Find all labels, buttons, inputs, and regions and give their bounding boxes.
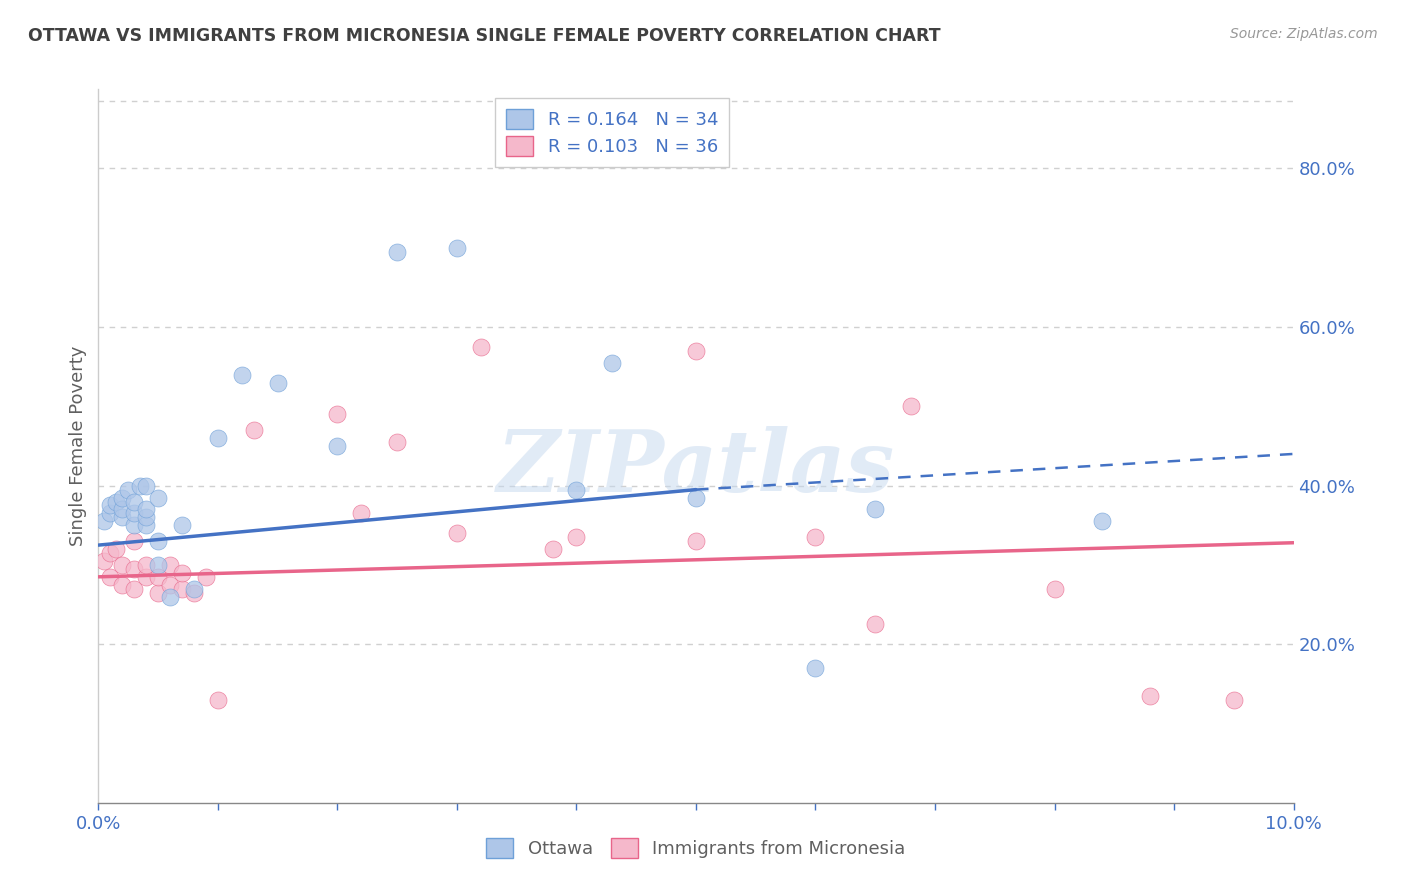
Point: [385, 435, 409, 450]
Point: [124, 507, 146, 521]
Point: [148, 570, 170, 584]
Point: [111, 502, 134, 516]
Point: [207, 431, 229, 445]
Point: [1043, 582, 1066, 596]
Point: [183, 582, 205, 596]
Point: [135, 502, 157, 516]
Point: [267, 376, 290, 390]
Text: ZIPatlas: ZIPatlas: [496, 425, 896, 509]
Point: [207, 692, 229, 706]
Point: [565, 530, 588, 544]
Point: [1139, 689, 1161, 703]
Point: [446, 526, 468, 541]
Point: [124, 534, 146, 549]
Point: [243, 423, 266, 437]
Point: [470, 340, 492, 354]
Point: [602, 356, 624, 370]
Point: [100, 499, 122, 513]
Point: [135, 518, 157, 533]
Point: [172, 582, 194, 596]
Point: [541, 542, 564, 557]
Point: [105, 542, 128, 557]
Point: [100, 570, 122, 584]
Legend: Ottawa, Immigrants from Micronesia: Ottawa, Immigrants from Micronesia: [479, 830, 912, 865]
Point: [446, 241, 468, 255]
Point: [117, 483, 139, 497]
Point: [350, 507, 373, 521]
Point: [148, 491, 170, 505]
Point: [93, 514, 115, 528]
Point: [231, 368, 253, 382]
Point: [865, 502, 887, 516]
Point: [804, 661, 827, 675]
Point: [105, 494, 128, 508]
Point: [172, 518, 194, 533]
Point: [565, 483, 588, 497]
Point: [183, 585, 205, 599]
Point: [148, 585, 170, 599]
Point: [124, 562, 146, 576]
Point: [135, 570, 157, 584]
Point: [111, 558, 134, 572]
Point: [100, 507, 122, 521]
Point: [124, 494, 146, 508]
Point: [685, 534, 707, 549]
Point: [111, 510, 134, 524]
Point: [124, 518, 146, 533]
Point: [326, 439, 349, 453]
Point: [385, 244, 409, 259]
Point: [1223, 692, 1246, 706]
Point: [148, 534, 170, 549]
Point: [111, 578, 134, 592]
Point: [804, 530, 827, 544]
Point: [685, 343, 707, 358]
Point: [195, 570, 218, 584]
Point: [159, 590, 181, 604]
Point: [1091, 514, 1114, 528]
Point: [159, 578, 181, 592]
Point: [135, 510, 157, 524]
Point: [865, 617, 887, 632]
Point: [172, 566, 194, 580]
Point: [135, 478, 157, 492]
Point: [148, 558, 170, 572]
Text: OTTAWA VS IMMIGRANTS FROM MICRONESIA SINGLE FEMALE POVERTY CORRELATION CHART: OTTAWA VS IMMIGRANTS FROM MICRONESIA SIN…: [28, 27, 941, 45]
Point: [326, 407, 349, 421]
Y-axis label: Single Female Poverty: Single Female Poverty: [69, 346, 87, 546]
Point: [124, 582, 146, 596]
Point: [900, 400, 922, 414]
Point: [93, 554, 115, 568]
Text: Source: ZipAtlas.com: Source: ZipAtlas.com: [1230, 27, 1378, 41]
Point: [159, 558, 181, 572]
Point: [135, 558, 157, 572]
Point: [685, 491, 707, 505]
Point: [100, 546, 122, 560]
Point: [129, 478, 152, 492]
Point: [111, 491, 134, 505]
